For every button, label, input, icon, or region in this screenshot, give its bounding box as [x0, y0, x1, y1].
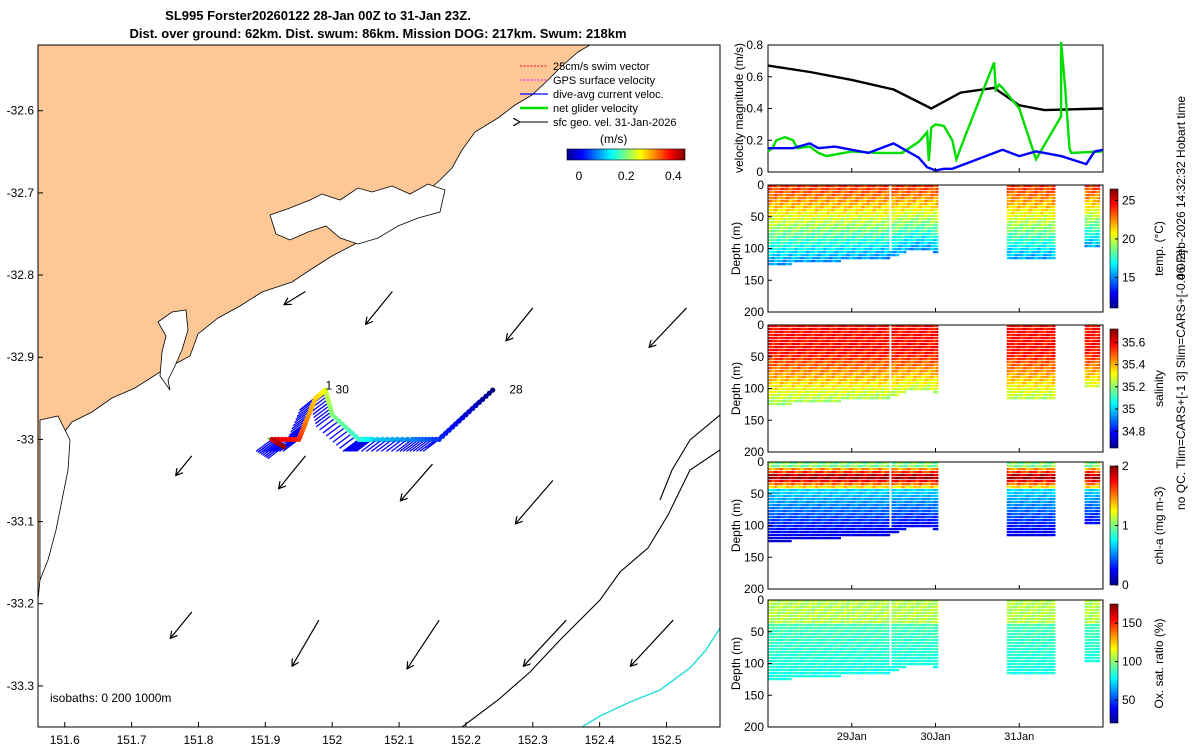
isobath-note: isobaths: 0 200 1000m: [50, 691, 171, 705]
map-xtick-label: 152.2: [451, 733, 481, 747]
map-colorbar-tick: 0: [576, 169, 583, 183]
section-cell: [937, 218, 939, 220]
map-xtick-label: 151.9: [250, 733, 280, 747]
section-cell: [937, 224, 939, 226]
velocity-ytick-label: 0: [756, 165, 763, 179]
section-cell: [898, 254, 900, 256]
title-line-1: SL995 Forster20260122 28-Jan 00Z to 31-J…: [165, 8, 471, 23]
map-ytick-label: -32.9: [7, 350, 35, 364]
map-colorbar-tick: 0.2: [618, 169, 635, 183]
velocity-panel: 0 0.2 0.4 0.6 0.8 velocity magnitude (m/s): [732, 38, 1103, 179]
map-ytick-label: -33.3: [7, 679, 35, 693]
track-map: 151.6 151.7 151.8 151.9 152 152.1 152.2 152.3 15…: [7, 45, 720, 747]
section-cell: [889, 257, 891, 259]
day-label: 1: [326, 378, 333, 392]
section-cell: [937, 227, 939, 229]
legend-label-net: net glider velocity: [553, 103, 638, 115]
section-cell: [937, 245, 939, 247]
track-point: [410, 437, 415, 442]
legend-label-swim: 25cm/s swim vector: [553, 61, 650, 73]
section-cell: [937, 203, 939, 205]
map-ytick-label: -33: [17, 432, 35, 446]
velocity-ytick-label: 0.2: [746, 133, 763, 147]
section-cell: [937, 236, 939, 238]
legend-label-current: dive-avg current veloc.: [553, 89, 664, 101]
track-point: [390, 437, 395, 442]
track-point: [281, 444, 286, 449]
section-cell: [937, 239, 939, 241]
velocity-ylabel: velocity magnitude (m/s): [732, 43, 746, 173]
legend-label-geo: sfc geo. vel. 31-Jan-2026: [553, 117, 677, 129]
section-cell: [937, 215, 939, 217]
day-label: 28: [509, 382, 523, 396]
track-point: [385, 437, 390, 442]
track-point: [405, 437, 410, 442]
section-cell: [937, 194, 939, 196]
section-cells-temp: [768, 185, 1100, 265]
section-cell: [839, 260, 841, 262]
map-xtick-label: 152.5: [651, 733, 681, 747]
section-cell: [937, 248, 939, 250]
section-cell: [937, 188, 939, 190]
section-cell: [937, 230, 939, 232]
day-label: 30: [336, 382, 350, 396]
track-point: [395, 437, 400, 442]
section-cell: [937, 233, 939, 235]
map-colorbar-bar: [567, 149, 685, 160]
section-cell: [937, 191, 939, 193]
map-xtick-label: 152.3: [518, 733, 548, 747]
map-ytick-label: -33.2: [7, 597, 35, 611]
map-xtick-label: 151.6: [50, 733, 80, 747]
map-xtick-label: 152.4: [585, 733, 615, 747]
section-cell: [937, 221, 939, 223]
velocity-ytick-label: 0.8: [746, 38, 763, 52]
section-cell: [905, 251, 907, 253]
map-xtick-label: 152.1: [384, 733, 414, 747]
map-xtick-label: 152: [322, 733, 342, 747]
section-cell: [937, 197, 939, 199]
map-xtick-label: 151.7: [117, 733, 147, 747]
track-point: [380, 437, 385, 442]
velocity-ytick-label: 0.6: [746, 70, 763, 84]
title-line-2: Dist. over ground: 62km. Dist. swum: 86k…: [129, 26, 626, 41]
velocity-ytick-label: 0.4: [746, 102, 763, 116]
section-cell: [937, 209, 939, 211]
map-xtick-label: 151.8: [183, 733, 213, 747]
section-cell: [937, 206, 939, 208]
figure: SL995 Forster20260122 28-Jan 00Z to 31-J…: [0, 0, 1200, 750]
map-ytick-label: -33.1: [7, 515, 35, 529]
map-ytick-label: -32.7: [7, 186, 35, 200]
section-cell: [937, 200, 939, 202]
map-colorbar-label: (m/s): [600, 132, 627, 146]
map-ytick-label: -32.6: [7, 104, 35, 118]
section-cell: [937, 242, 939, 244]
section-cell: [937, 212, 939, 214]
section-cell: [790, 263, 792, 265]
track-point: [400, 437, 405, 442]
map-ytick-label: -32.8: [7, 268, 35, 282]
track-point: [375, 437, 380, 442]
map-colorbar-tick: 0.4: [665, 169, 682, 183]
section-cell: [937, 251, 939, 253]
legend-label-gps: GPS surface velocity: [553, 75, 656, 87]
